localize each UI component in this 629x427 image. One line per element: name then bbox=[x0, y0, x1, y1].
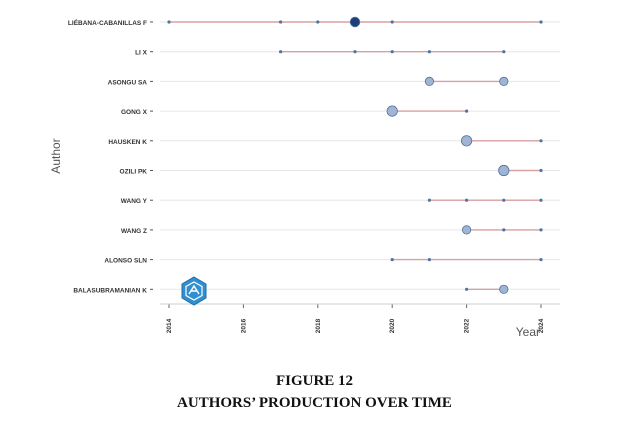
data-point bbox=[386, 105, 398, 117]
x-tick-label: 2020 bbox=[389, 318, 396, 333]
data-point bbox=[539, 139, 543, 143]
author-label: OZILI PK bbox=[120, 169, 148, 176]
data-point bbox=[465, 198, 469, 202]
data-point bbox=[316, 20, 320, 24]
author-label: WANG Z bbox=[121, 228, 147, 235]
label-layer: LIÉBANA-CABANILLAS F LI X ASONGU SA GONG X H… bbox=[68, 18, 545, 333]
figure-caption: AUTHORS’ PRODUCTION OVER TIME bbox=[177, 395, 452, 411]
data-point bbox=[460, 135, 473, 147]
data-point bbox=[349, 16, 361, 28]
watermark-logo-icon bbox=[181, 276, 207, 306]
data-point bbox=[424, 76, 434, 87]
data-point bbox=[390, 20, 394, 24]
author-label: ALONSO SLN bbox=[104, 258, 147, 265]
data-point bbox=[427, 258, 431, 262]
data-point bbox=[502, 50, 506, 54]
data-point bbox=[427, 198, 431, 202]
x-tick-label: 2024 bbox=[538, 318, 545, 333]
x-tick-label: 2022 bbox=[464, 318, 471, 333]
authors-production-chart: LIÉBANA-CABANILLAS F LI X ASONGU SA GONG X H… bbox=[49, 16, 560, 339]
data-point bbox=[353, 50, 357, 54]
grid-layer bbox=[160, 21, 560, 290]
data-point bbox=[502, 198, 506, 202]
data-point bbox=[390, 258, 394, 262]
author-label: HAUSKEN K bbox=[108, 139, 147, 146]
x-tick-label: 2016 bbox=[240, 318, 247, 333]
author-label: LI X bbox=[135, 50, 148, 57]
author-label: WANG Y bbox=[121, 198, 148, 205]
data-point bbox=[539, 168, 543, 173]
point-layer bbox=[167, 16, 543, 294]
data-point bbox=[167, 20, 171, 24]
data-point bbox=[427, 50, 431, 54]
data-point bbox=[539, 198, 543, 202]
author-label: ASONGU SA bbox=[108, 79, 148, 86]
x-axis-title: Year bbox=[516, 325, 540, 339]
data-point bbox=[465, 287, 469, 291]
author-label: GONG X bbox=[121, 109, 148, 116]
data-point bbox=[465, 109, 469, 113]
data-point bbox=[279, 50, 283, 54]
data-point bbox=[390, 50, 394, 54]
data-point bbox=[539, 228, 543, 232]
data-point bbox=[539, 258, 543, 262]
x-tick-label: 2018 bbox=[315, 318, 322, 333]
line-layer bbox=[169, 21, 541, 290]
data-point bbox=[279, 20, 283, 24]
y-axis-title: Author bbox=[49, 138, 63, 173]
data-point bbox=[498, 164, 510, 177]
data-point bbox=[461, 225, 472, 235]
author-label: LIÉBANA-CABANILLAS F bbox=[68, 18, 147, 27]
data-point bbox=[499, 284, 509, 294]
figure-number: FIGURE 12 bbox=[275, 373, 354, 389]
data-point bbox=[502, 228, 506, 232]
data-point bbox=[499, 76, 509, 87]
x-tick-label: 2014 bbox=[166, 318, 173, 333]
author-label: BALASUBRAMANIAN K bbox=[73, 287, 147, 294]
data-point bbox=[539, 20, 543, 24]
